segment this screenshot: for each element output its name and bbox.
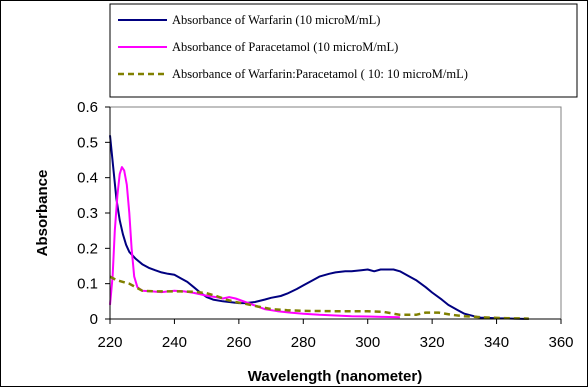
legend-items: Absorbance of Warfarin (10 microM/mL) Abs… [118, 13, 468, 81]
y-tick-label: 0.5 [77, 134, 98, 151]
series-layer [109, 135, 529, 320]
legend-box [109, 3, 578, 98]
y-tick-label: 0.6 [77, 99, 98, 116]
x-tick-label: 240 [162, 334, 187, 351]
y-tick-label: 0.1 [77, 276, 98, 293]
x-tick-label: 360 [548, 334, 573, 351]
y-tick-label: 0.3 [77, 205, 98, 222]
legend-label-3: Absorbance of Warfarin:Paracetamol ( 10:… [172, 67, 468, 81]
series-line-2 [109, 166, 400, 319]
plot-area [109, 106, 562, 320]
x-tick-label: 300 [355, 334, 380, 351]
y-axis-title: Absorbance [34, 170, 51, 257]
legend-label-2: Absorbance of Paracetamol (10 microM/mL) [172, 40, 398, 54]
legend: Absorbance of Warfarin (10 microM/mL) Abs… [109, 3, 578, 98]
x-tick-label: 220 [97, 334, 122, 351]
axes-layer: 0 0.1 0.2 0.3 0.4 0.5 0.6 220 240 260 280 300 320 340… [77, 99, 573, 351]
x-tick-label: 340 [484, 334, 509, 351]
y-tick-label: 0 [90, 311, 98, 328]
y-tick-label: 0.2 [77, 240, 98, 257]
series-line-1 [109, 135, 529, 320]
x-axis-title: Wavelength (nanometer) [248, 368, 422, 385]
y-tick-label: 0.4 [77, 170, 98, 187]
x-tick-label: 280 [291, 334, 316, 351]
series-line-3 [109, 275, 529, 320]
x-tick-label: 320 [420, 334, 445, 351]
x-tick-label: 260 [226, 334, 251, 351]
legend-label-1: Absorbance of Warfarin (10 microM/mL) [172, 13, 380, 27]
